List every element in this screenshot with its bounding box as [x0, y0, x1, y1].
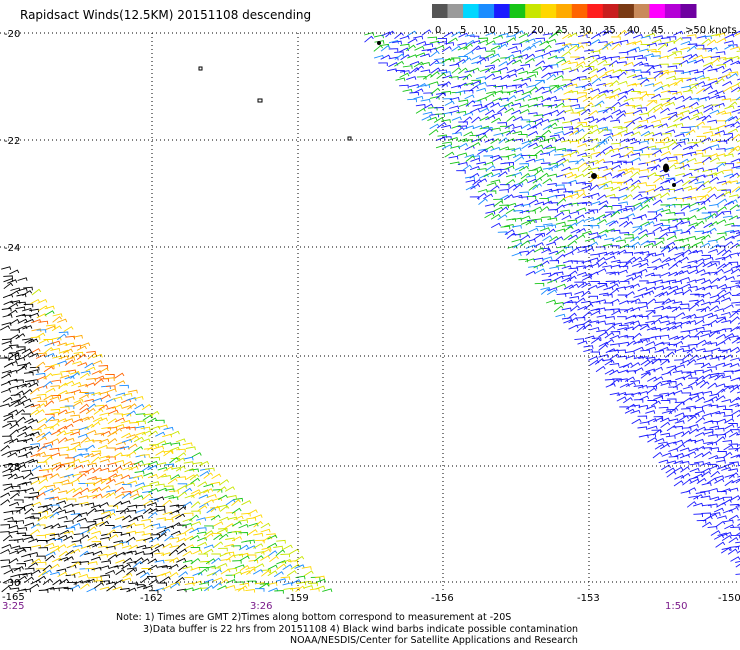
colorbar-labels: 0 5 10 15 20 25 30 35 40 45 >50 knots [435, 25, 737, 36]
colorbar-label: 0 [435, 25, 441, 36]
colorbar-swatch [587, 4, 604, 18]
colorbar-swatch [618, 4, 635, 18]
island [198, 66, 203, 71]
lat-label: -26 [4, 352, 20, 363]
lon-label: -156 [431, 593, 454, 604]
lat-label: -30 [4, 578, 20, 589]
wind-speed-colorbar: 0 5 10 15 20 25 30 35 40 45 >50 knots [432, 4, 737, 36]
colorbar-swatch [556, 4, 573, 18]
footnote-line: Note: 1) Times are GMT 2)Times along bot… [116, 612, 512, 623]
longitude-labels: -165 -162 -159 -156 -153 -150 [2, 592, 740, 604]
lat-lon-grid [0, 32, 740, 592]
time-label: 1:50 [665, 601, 687, 612]
colorbar-swatch [571, 4, 588, 18]
wind-swath-west [0, 266, 333, 594]
colorbar-swatch [447, 4, 464, 18]
colorbar-swatch [525, 4, 542, 18]
colorbar-swatch [633, 4, 650, 18]
time-label: 3:26 [250, 601, 272, 612]
colorbar-swatch [463, 4, 480, 18]
wind-swath-east [364, 29, 740, 575]
colorbar-label: 5 [460, 25, 466, 36]
latitude-labels: -20 -22 -24 -26 -28 -30 [4, 29, 20, 589]
island [377, 41, 381, 45]
colorbar-swatch [664, 4, 681, 18]
island [257, 98, 263, 103]
footnote-line: 3)Data buffer is 22 hrs from 20151108 4)… [143, 623, 579, 635]
colorbar-label: 15 [507, 25, 520, 36]
island [591, 173, 597, 179]
footnote-line: NOAA/NESDIS/Center for Satellite Applica… [290, 635, 578, 646]
colorbar-swatch [540, 4, 557, 18]
island [663, 163, 669, 173]
colorbar-label: 10 [483, 25, 496, 36]
time-labels: 3:25 3:26 1:50 [2, 601, 687, 612]
colorbar-swatch [478, 4, 495, 18]
island [347, 136, 352, 141]
colorbar-swatch [509, 4, 526, 18]
colorbar-swatch [649, 4, 666, 18]
lon-label: -150 [718, 593, 740, 604]
island [672, 183, 676, 187]
lat-label: -20 [4, 29, 20, 40]
lat-label: -22 [4, 136, 20, 147]
lat-label: -28 [4, 462, 20, 473]
lat-label: -24 [4, 243, 20, 254]
colorbar-label: 25 [555, 25, 568, 36]
islands [198, 41, 676, 187]
time-label: 3:25 [2, 601, 24, 612]
lon-label: -165 [2, 592, 25, 603]
colorbar-label: 30 [579, 25, 592, 36]
lon-label: -162 [140, 593, 163, 604]
lon-label: -153 [577, 593, 600, 604]
colorbar-label: >50 knots [685, 25, 737, 36]
colorbar-label: 35 [603, 25, 616, 36]
colorbar-swatch [602, 4, 619, 18]
colorbar-label: 45 [651, 25, 664, 36]
colorbar-swatch [494, 4, 511, 18]
colorbar-label: 40 [627, 25, 640, 36]
colorbar-swatch [432, 4, 448, 18]
colorbar-swatch [680, 4, 697, 18]
map-title: Rapidsact Winds(12.5KM) 20151108 descend… [20, 8, 312, 22]
colorbar-label: 20 [531, 25, 544, 36]
lon-label: -159 [286, 593, 309, 604]
colorbar-swatches [432, 4, 697, 18]
footnotes: Note: 1) Times are GMT 2)Times along bot… [0, 612, 740, 647]
